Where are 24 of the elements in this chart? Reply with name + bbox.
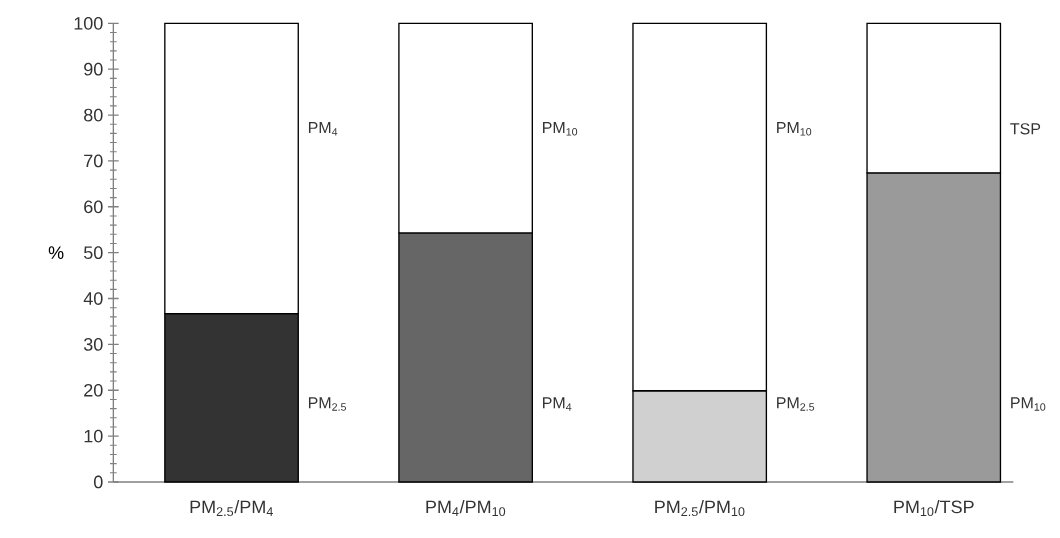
y-tick-label: 60	[84, 200, 103, 214]
annotation: PM$_{10}$	[543, 122, 578, 136]
annotation: PM$_{10}$	[777, 122, 812, 136]
x-tick-label: PM$_{2.5}$/PM$_{10}$	[655, 500, 745, 517]
y-tick-label: 30	[83, 338, 103, 351]
annotation: PM$_{2.5}$	[777, 397, 815, 411]
y-tick-label: 20	[84, 383, 103, 397]
x-tick-label: PM$_{4}$/PM$_{10}$	[426, 500, 506, 517]
annotation: PM$_{4}$	[543, 397, 572, 411]
y-tick-label: 70	[84, 154, 103, 168]
y-tick-label: 50	[83, 246, 103, 260]
annotation: PM$_{2.5}$	[308, 397, 347, 411]
y-tick-label: 40	[83, 292, 103, 305]
y-tick-label: 90	[84, 62, 103, 76]
y-axis-title: %	[48, 246, 64, 259]
annotation: TSP	[1010, 123, 1041, 135]
y-tick-label: 10	[84, 429, 103, 443]
y-tick-label: 80	[84, 108, 103, 122]
y-tick-label: 0	[94, 475, 103, 489]
annotation: PM$_{4}$	[308, 122, 338, 136]
y-tick-label: 100	[74, 16, 103, 30]
annotation: PM$_{10}$	[1011, 397, 1046, 411]
x-tick-label: PM$_{10}$/TSP	[894, 500, 974, 517]
x-tick-label: PM$_{2.5}$/PM$_{4}$	[190, 500, 273, 517]
